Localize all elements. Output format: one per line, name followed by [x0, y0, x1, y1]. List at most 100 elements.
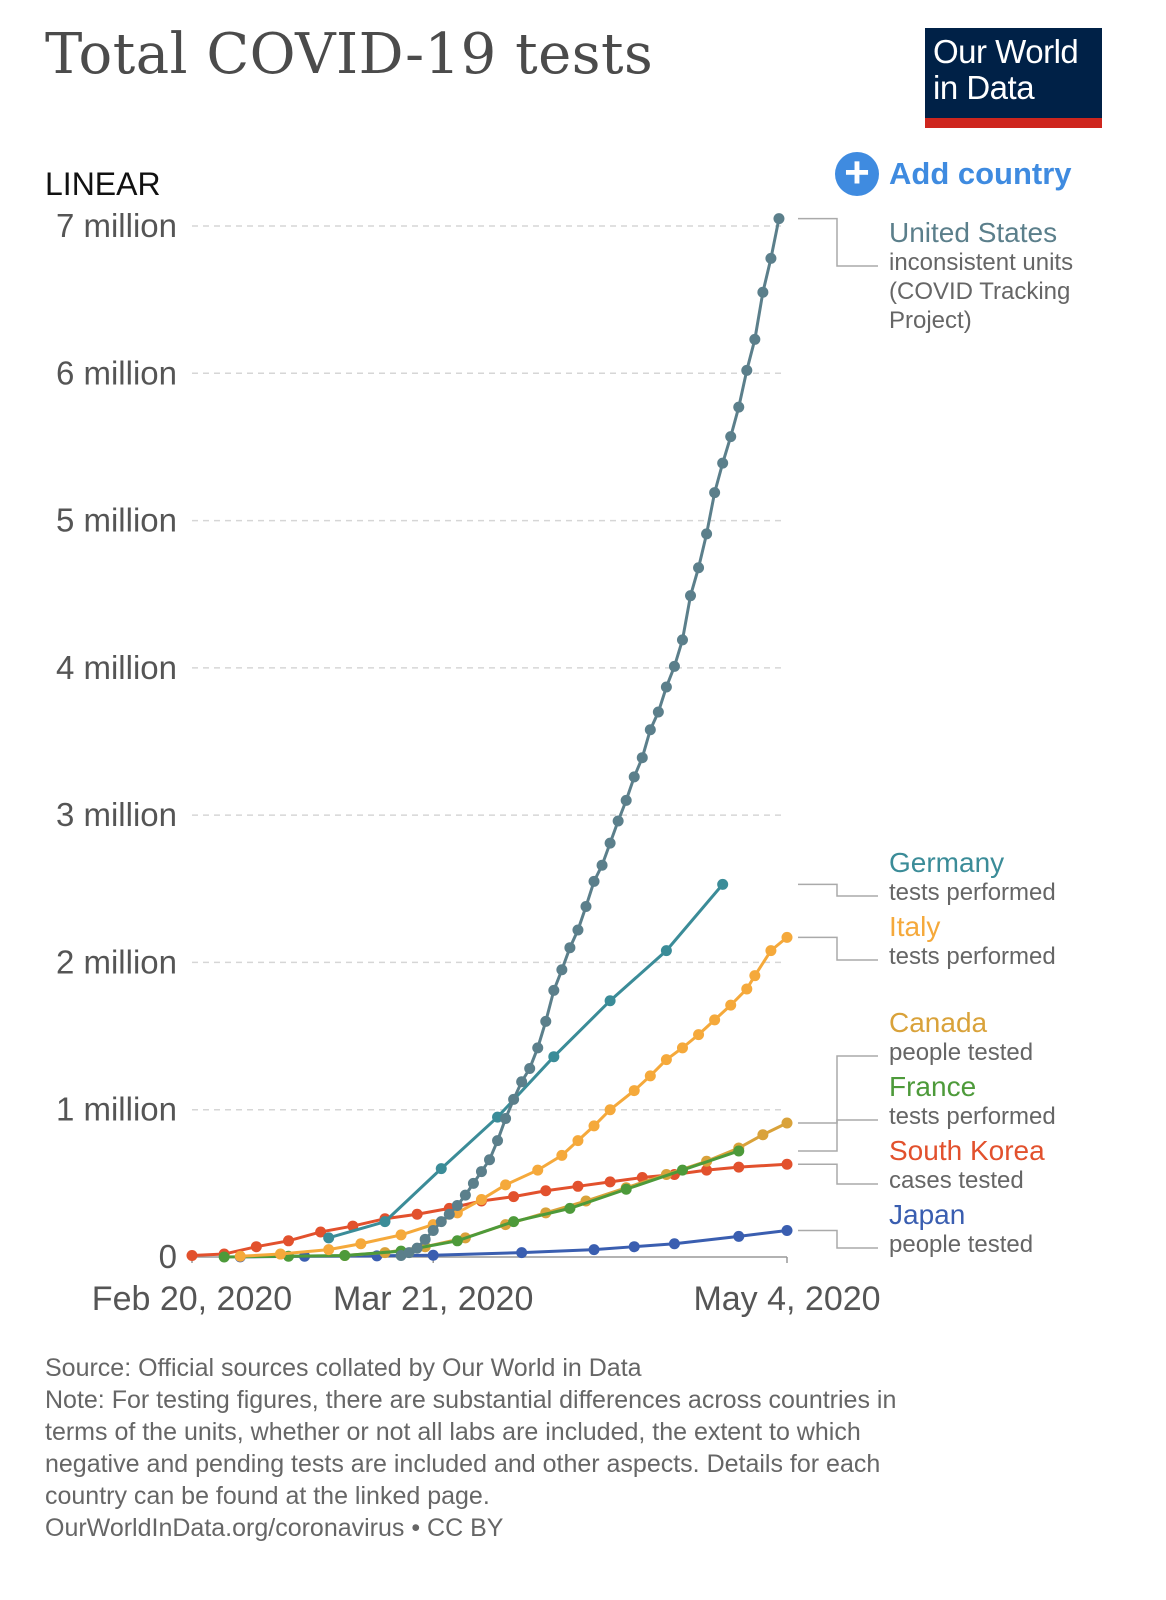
- data-point: [339, 1250, 351, 1262]
- series-label[interactable]: Italy tests performed: [889, 912, 1056, 971]
- data-point: [427, 1224, 439, 1236]
- data-point: [604, 1176, 616, 1188]
- series-subtitle: people tested: [889, 1231, 1034, 1258]
- data-point: [435, 1216, 447, 1228]
- data-point: [709, 1014, 721, 1026]
- leader-line: [798, 1119, 878, 1152]
- data-point: [451, 1199, 463, 1211]
- series-subtitle: tests performed: [889, 879, 1056, 906]
- series-name: Japan: [889, 1199, 966, 1230]
- data-point: [701, 1164, 713, 1176]
- data-point: [676, 1164, 688, 1176]
- data-point: [572, 1135, 584, 1147]
- series-label[interactable]: United States inconsistent units (COVID Tr…: [889, 218, 1073, 335]
- data-point: [741, 364, 753, 376]
- note-line: terms of the units, whether or not all l…: [45, 1418, 861, 1446]
- data-point: [701, 528, 713, 540]
- series-line-france: [224, 1149, 740, 1259]
- series-label[interactable]: Japan people tested: [889, 1200, 1033, 1259]
- series-label[interactable]: France tests performed: [889, 1072, 1056, 1131]
- data-point: [411, 1242, 423, 1254]
- data-point: [628, 1241, 640, 1253]
- data-point: [588, 1120, 600, 1132]
- add-country-button[interactable]: + Add country: [835, 151, 1072, 196]
- series-label[interactable]: Canada people tested: [889, 1008, 1033, 1067]
- series-name: France: [889, 1071, 977, 1102]
- data-point: [668, 1238, 680, 1250]
- series-subtitle: tests performed: [889, 1103, 1056, 1130]
- license-link[interactable]: OurWorldInData.org/coronavirus • CC BY: [45, 1514, 504, 1542]
- series-name: South Korea: [889, 1135, 1045, 1166]
- chart-title: Total COVID-19 tests: [45, 22, 654, 87]
- data-point: [668, 660, 680, 672]
- series-label[interactable]: South Korea cases tested: [889, 1136, 1045, 1195]
- data-point: [757, 1129, 769, 1141]
- data-point: [419, 1233, 431, 1245]
- data-point: [282, 1235, 294, 1247]
- footer: Source: Official sources collated by Our…: [45, 1352, 1045, 1544]
- data-point: [733, 1145, 745, 1157]
- data-point: [556, 964, 568, 976]
- x-tick-label: Feb 20, 2020: [92, 1280, 292, 1318]
- data-point: [508, 1191, 520, 1203]
- series-name: Germany: [889, 847, 1005, 878]
- note-line: negative and pending tests are included …: [45, 1450, 881, 1478]
- series-label[interactable]: Germany tests performed: [889, 848, 1056, 907]
- data-point: [628, 1085, 640, 1097]
- data-point: [693, 1029, 705, 1041]
- leader-line: [798, 1163, 878, 1185]
- scale-toggle[interactable]: LINEAR: [45, 166, 161, 202]
- data-point: [765, 252, 777, 264]
- data-point: [781, 1158, 793, 1170]
- data-point: [733, 1161, 745, 1173]
- data-point: [604, 1104, 616, 1116]
- data-point: [717, 457, 729, 469]
- data-point: [709, 487, 721, 499]
- data-point: [451, 1235, 463, 1247]
- data-point: [548, 984, 560, 996]
- data-point: [508, 1216, 520, 1228]
- data-point: [540, 1185, 552, 1197]
- y-tick-label: 2 million: [56, 943, 177, 980]
- data-point: [572, 1180, 584, 1192]
- data-point: [508, 1093, 520, 1105]
- data-point: [532, 1042, 544, 1054]
- data-point: [588, 875, 600, 887]
- data-point: [274, 1248, 286, 1260]
- owid-logo[interactable]: Our World in Data: [925, 28, 1102, 128]
- data-point: [757, 286, 769, 298]
- data-point: [596, 859, 608, 871]
- data-point: [749, 970, 761, 982]
- data-point: [323, 1244, 335, 1256]
- note-line: country can be found at the linked page.: [45, 1482, 490, 1510]
- data-point: [516, 1076, 528, 1088]
- series-subtitle: people tested: [889, 1039, 1034, 1066]
- data-point: [234, 1250, 246, 1262]
- data-point: [604, 995, 616, 1007]
- add-country-label: Add country: [889, 156, 1072, 191]
- data-point: [355, 1238, 367, 1250]
- data-point: [572, 924, 584, 936]
- data-point: [500, 1113, 512, 1125]
- data-point: [685, 590, 697, 602]
- data-point: [676, 634, 688, 646]
- data-point: [315, 1226, 327, 1238]
- data-point: [556, 1149, 568, 1161]
- data-point: [484, 1154, 495, 1166]
- data-point: [500, 1179, 512, 1191]
- data-point: [548, 1051, 560, 1063]
- data-point: [644, 1070, 656, 1082]
- series-name: United States: [889, 217, 1058, 248]
- x-tick-label: May 4, 2020: [693, 1280, 880, 1318]
- y-tick-label: 6 million: [56, 354, 177, 391]
- data-point: [186, 1250, 198, 1262]
- leader-line: [798, 1055, 878, 1124]
- data-point: [443, 1208, 455, 1220]
- leader-line: [798, 883, 878, 897]
- data-point: [475, 1194, 487, 1206]
- data-point: [717, 878, 729, 890]
- series-subtitle: Project): [889, 307, 972, 334]
- series-subtitle: (COVID Tracking: [889, 278, 1071, 305]
- data-point: [379, 1216, 391, 1228]
- data-point: [612, 815, 624, 827]
